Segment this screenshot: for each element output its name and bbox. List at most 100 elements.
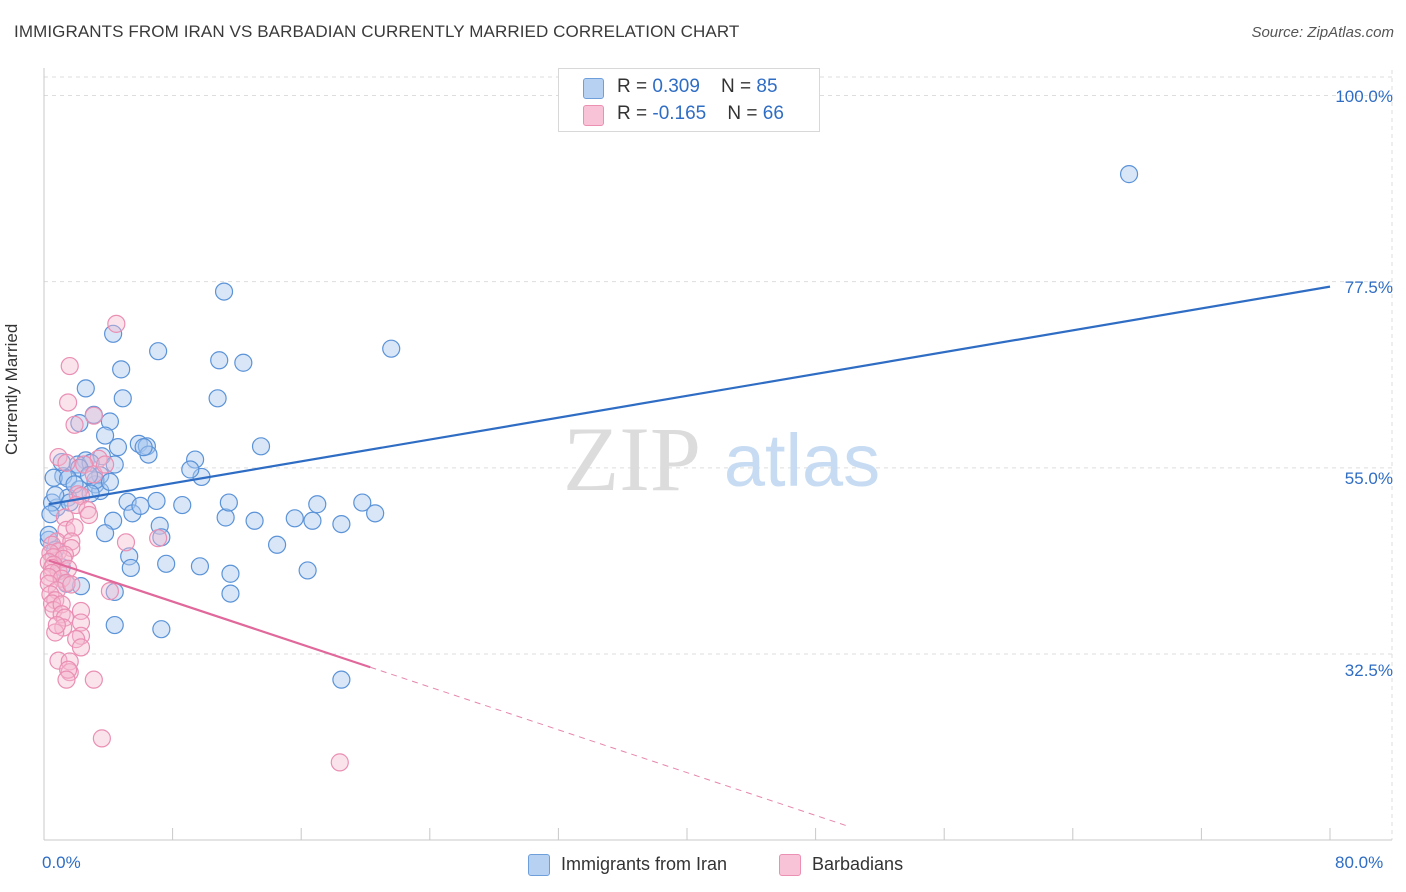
data-point-barbadians [47,615,66,635]
legend-label: Immigrants from Iran [561,854,728,874]
data-point-barbadians [92,729,111,748]
data-point-iran [157,554,176,573]
data-point-barbadians [75,455,94,474]
n-value: 85 [756,76,778,97]
data-point-iran [105,455,124,474]
data-point-iran [120,547,139,566]
legend-item-iran[interactable]: Immigrants from Iran [528,851,758,877]
n-value: 66 [762,103,784,124]
trend-line-barbadians [48,559,371,669]
data-point-iran [105,615,124,635]
data-point-iran [181,460,200,479]
legend-swatch-pink [583,105,604,126]
data-point-iran [41,505,60,524]
data-point-barbadians [46,623,65,642]
data-point-iran [216,508,235,527]
data-point-iran [121,558,140,578]
data-point-iran [100,412,120,431]
watermark-zip: ZIP [563,408,701,510]
data-point-barbadians [39,553,58,572]
legend-label: Barbadians [812,854,904,874]
data-point-iran [308,495,327,514]
legend-swatch-pink [779,854,801,876]
data-point-iran [298,561,317,580]
data-point-iran [332,514,351,534]
data-point-barbadians [52,605,71,624]
source-label[interactable]: Source: ZipAtlas.com [1251,24,1394,41]
r-value: 0.309 [652,76,700,97]
data-point-barbadians [95,455,115,474]
chart-title: IMMIGRANTS FROM IRAN VS BARBADIAN CURREN… [14,22,740,41]
trend-line-iran [48,285,1331,506]
data-point-barbadians [84,670,103,689]
data-point-barbadians [71,613,91,632]
y-tick-label: 100.0% [1335,87,1393,106]
data-point-iran [112,360,131,379]
grid-lines [44,70,1393,840]
data-point-barbadians [71,638,91,657]
data-point-barbadians [59,393,78,412]
data-point-iran [267,535,287,554]
data-point-iran [1119,165,1139,184]
axes [43,68,1392,841]
data-point-iran [100,472,120,491]
r-label: R = [617,103,653,124]
n-label: N = [721,76,757,97]
watermark: ZIP atlas [563,408,880,510]
data-point-barbadians [62,575,81,594]
data-point-iran [210,351,229,370]
data-point-iran [95,426,115,445]
data-point-barbadians [84,406,103,425]
data-point-iran [208,389,227,408]
trend-line-barbadians-extension [370,666,848,827]
data-point-barbadians [330,753,349,772]
data-point-iran [221,564,240,583]
data-point-iran [332,670,351,689]
data-point-iran [76,379,95,398]
data-point-barbadians [116,533,136,552]
r-label: R = [617,76,653,97]
data-point-iran [147,491,166,511]
data-point-iran [65,475,84,494]
data-point-iran [149,342,168,361]
legend-swatch-blue [528,854,550,876]
data-point-iran [285,509,304,528]
data-point-iran [173,495,192,515]
data-point-barbadians [100,582,120,601]
data-point-barbadians [149,529,168,548]
n-label: N = [727,103,763,124]
r-value: -0.165 [652,103,707,124]
data-point-iran [353,493,372,512]
data-point-iran [245,511,264,530]
trend-lines [48,285,1331,827]
y-tick-label: 32.5% [1344,661,1393,680]
data-point-barbadians [60,356,79,376]
data-point-iran [108,438,128,457]
data-point-iran [251,437,271,456]
data-point-iran [234,353,253,372]
data-point-iran [214,282,234,301]
data-point-barbadians [79,505,99,525]
data-point-barbadians [57,453,76,472]
data-point-iran [134,438,153,457]
correlation-legend: R = 0.309 N = 85 R = -0.165 N = 66 [558,68,820,132]
data-point-iran [221,584,240,603]
legend-swatch-blue [583,78,604,99]
data-point-iran [219,493,238,512]
data-point-iran [382,339,401,358]
legend-item-barbadians[interactable]: Barbadians [779,851,929,877]
data-point-iran [104,324,123,343]
data-point-iran [113,389,132,408]
data-point-iran [366,504,385,523]
data-point-iran [186,450,205,469]
y-tick-label: 55.0% [1344,469,1393,488]
data-point-iran [303,511,322,530]
data-point-barbadians [107,314,126,333]
data-point-barbadians [65,518,84,537]
x-tick-label: 80.0% [1335,853,1384,872]
data-point-barbadians [57,670,76,689]
data-point-iran [190,557,210,576]
y-axis-label: Currently Married [2,323,21,455]
data-point-iran [95,524,115,543]
